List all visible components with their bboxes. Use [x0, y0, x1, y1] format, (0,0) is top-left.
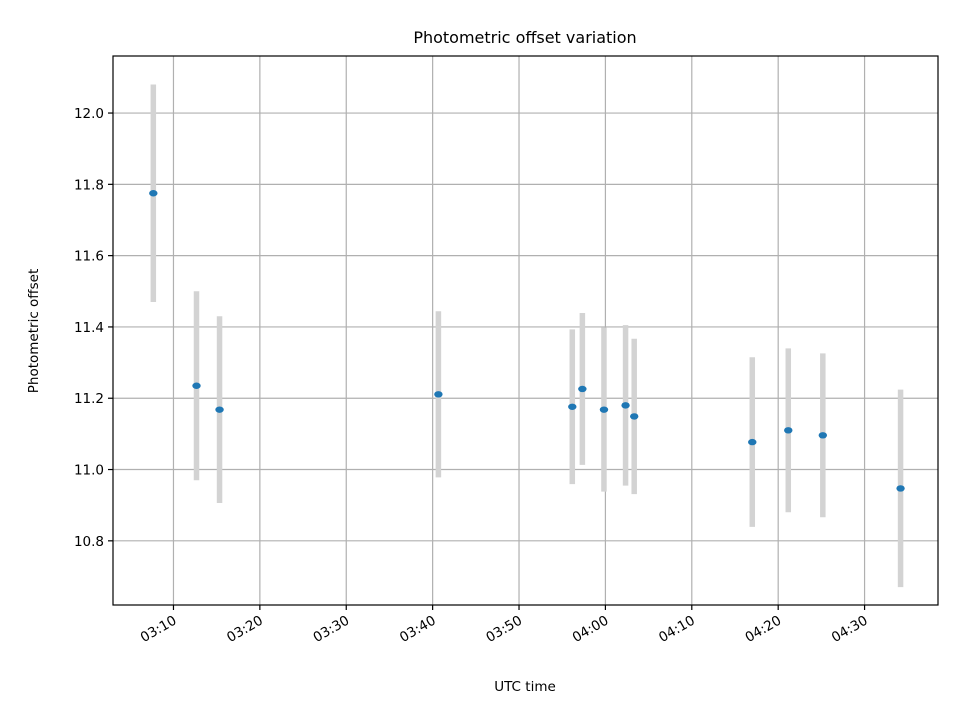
x-axis-label: UTC time	[494, 679, 556, 695]
x-tick-label: 03:40	[397, 613, 439, 646]
data-point	[599, 406, 609, 413]
data-point	[784, 427, 793, 434]
y-tick-label: 11.0	[74, 463, 104, 479]
y-axis-label: Photometric offset	[26, 269, 42, 393]
x-tick-label: 03:20	[224, 613, 266, 646]
plot-frame	[112, 55, 939, 606]
x-tick-label: 04:20	[742, 613, 784, 646]
x-tick-label: 03:10	[138, 613, 180, 646]
grid-layer	[113, 56, 938, 605]
data-point	[621, 402, 630, 409]
data-point	[215, 406, 224, 413]
data-point	[896, 485, 905, 492]
data-point	[630, 413, 639, 420]
data-point	[568, 403, 577, 410]
y-tick-label: 11.6	[74, 249, 104, 265]
y-tick-label: 11.4	[74, 320, 104, 336]
x-tick-label: 04:30	[829, 613, 871, 646]
data-point	[578, 385, 587, 393]
x-tick-label: 04:10	[656, 613, 698, 646]
data-point	[192, 382, 201, 389]
data-point	[149, 190, 158, 197]
y-tick-label: 12.0	[74, 106, 104, 122]
x-tick-label: 03:50	[483, 613, 525, 646]
x-tick-label: 03:30	[311, 613, 353, 646]
data-point	[748, 438, 757, 446]
data-point	[818, 432, 828, 439]
data-layer	[149, 84, 905, 588]
y-tick-label: 11.2	[74, 391, 104, 407]
data-point	[434, 391, 443, 398]
y-tick-label: 11.8	[74, 177, 104, 193]
chart-title: Photometric offset variation	[413, 28, 636, 47]
y-tick-label: 10.8	[74, 534, 104, 550]
x-tick-label: 04:00	[570, 613, 612, 646]
